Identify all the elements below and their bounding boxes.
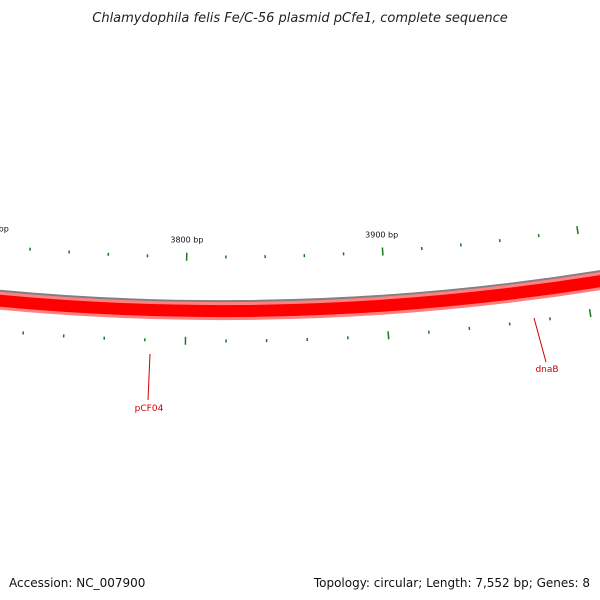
inner-tick-ring xyxy=(22,308,592,345)
gene-label-dnab-group: dnaB xyxy=(533,317,559,375)
gene-label-pcf04-group: pCF04 xyxy=(135,353,164,414)
inner-major-tick xyxy=(387,331,390,340)
outer-major-tick xyxy=(381,247,384,256)
gene-label-dnab[interactable]: dnaB xyxy=(535,365,558,375)
outer-major-tick xyxy=(576,225,579,235)
gene-label-pcf04[interactable]: pCF04 xyxy=(135,404,164,414)
tick-label-3700: 3700 bp xyxy=(0,225,9,234)
accession-text: Accession: NC_007900 xyxy=(9,576,146,590)
forward-strand xyxy=(0,271,600,320)
tick-label-3800: 3800 bp xyxy=(170,236,203,245)
topology-summary: Topology: circular; Length: 7,552 bp; Ge… xyxy=(313,576,590,590)
tick-label-3900: 3900 bp xyxy=(365,231,398,240)
pcf04-leader-line xyxy=(147,353,151,401)
gene-pcf04-arc[interactable] xyxy=(0,274,600,317)
dnab-leader-line xyxy=(533,317,547,363)
inner-major-tick xyxy=(588,308,592,318)
outer-tick-ring xyxy=(29,225,579,261)
map-title: Chlamydophila felis Fe/C-56 plasmid pCfe… xyxy=(92,11,507,26)
